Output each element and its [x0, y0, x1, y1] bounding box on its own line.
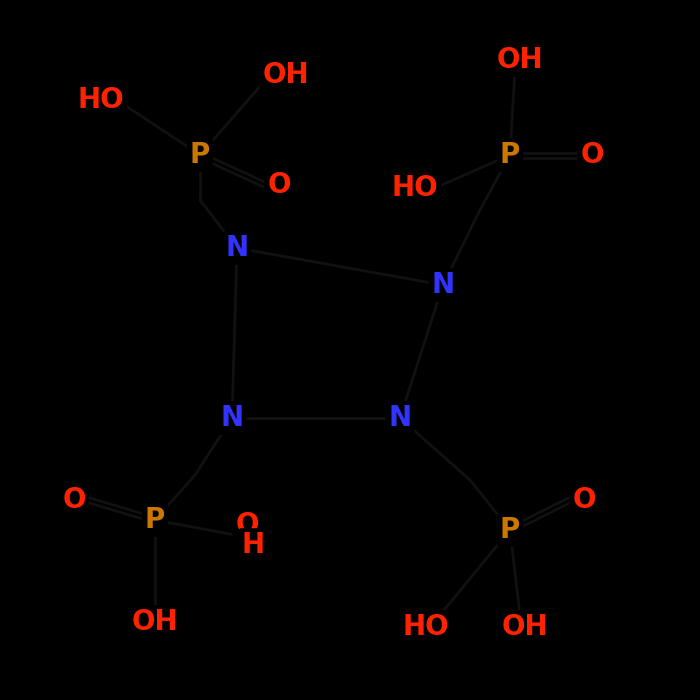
Text: P: P [500, 141, 520, 169]
Text: N: N [220, 404, 244, 432]
Text: O: O [573, 486, 596, 514]
Text: P: P [500, 516, 520, 544]
Text: H: H [241, 531, 265, 559]
Text: O: O [580, 141, 603, 169]
Text: HO: HO [78, 86, 125, 114]
Text: O: O [235, 511, 259, 539]
Text: OH: OH [502, 613, 548, 641]
Text: OH: OH [262, 61, 309, 89]
Text: OH: OH [497, 46, 543, 74]
Text: P: P [190, 141, 210, 169]
Text: N: N [225, 234, 248, 262]
Text: HO: HO [402, 613, 449, 641]
Text: N: N [431, 271, 454, 299]
Text: HO: HO [392, 174, 438, 202]
Text: O: O [62, 486, 85, 514]
Text: O: O [267, 171, 290, 199]
Text: P: P [145, 506, 165, 534]
Text: OH: OH [132, 608, 178, 636]
Text: N: N [389, 404, 412, 432]
